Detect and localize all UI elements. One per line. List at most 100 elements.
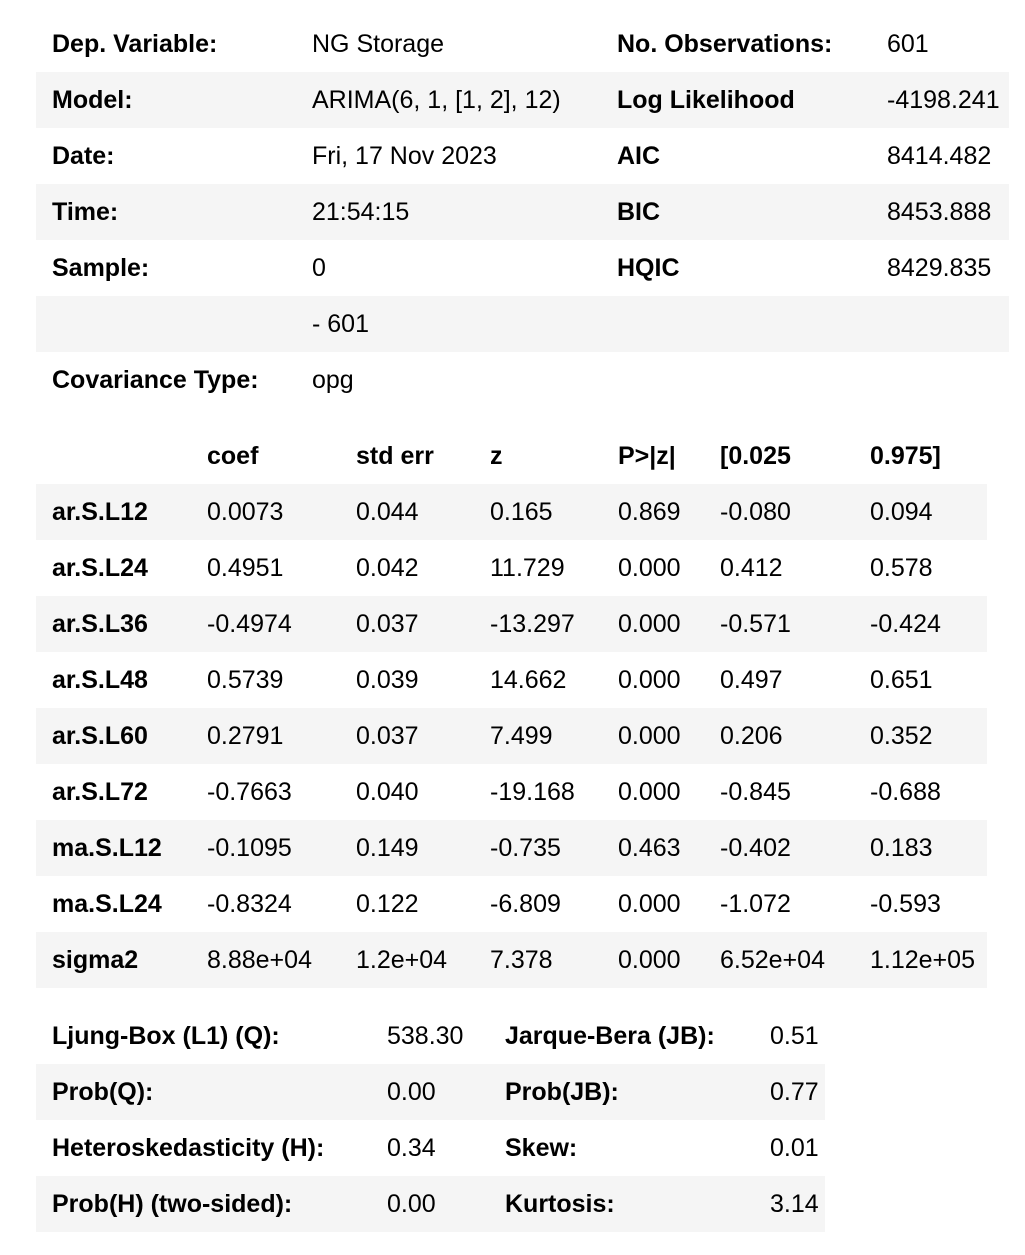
coef-cell: 0.4951 [207,553,284,582]
summary-value: ARIMA(6, 1, [1, 2], 12) [296,72,601,128]
diagnostics-row: Prob(H) (two-sided): 0.00 Kurtosis: 3.14 [36,1176,825,1232]
summary-label: Dep. Variable: [52,29,218,58]
summary-row: Dep. Variable: NG Storage No. Observatio… [36,16,1009,72]
std-err-cell: 0.042 [356,553,419,582]
parameter-name: ar.S.L60 [36,708,191,764]
ci-lower-cell: -0.571 [704,596,854,652]
ci-lower-cell: -0.845 [720,777,791,806]
ci-upper-cell: 0.094 [854,484,987,540]
z-cell: -19.168 [490,777,575,806]
ci-upper-cell: 0.352 [854,708,987,764]
std-err-cell: 0.044 [340,484,474,540]
column-header: P>|z| [618,441,676,470]
summary-row: Date: Fri, 17 Nov 2023 AIC 8414.482 [36,128,1009,184]
ci-lower-cell: -0.080 [704,484,854,540]
summary-label: No. Observations: [617,29,833,58]
summary-label: Date: [52,141,115,170]
diagnostic-label: Skew: [505,1133,578,1162]
summary-row: Time: 21:54:15 BIC 8453.888 [36,184,1009,240]
diagnostic-value: 538.30 [387,1021,464,1050]
diagnostic-value: 0.77 [754,1064,825,1120]
summary-value: Fri, 17 Nov 2023 [312,141,497,170]
summary-value: 21:54:15 [296,184,601,240]
diagnostic-value: 0.00 [371,1176,489,1232]
std-err-cell: 1.2e+04 [340,932,474,988]
p-value-cell: 0.000 [618,777,681,806]
coefficient-row: ar.S.L12 0.0073 0.044 0.165 0.869 -0.080… [36,484,987,540]
parameter-name: ma.S.L12 [36,820,191,876]
p-value-cell: 0.000 [618,889,681,918]
summary-label [36,296,296,352]
coefficient-table: coef std err z P>|z| [0.025 0.975] ar.S.… [36,428,987,988]
coefficient-row: ar.S.L72 -0.7663 0.040 -19.168 0.000 -0.… [36,764,987,820]
std-err-cell: 0.149 [340,820,474,876]
p-value-cell: 0.000 [618,665,681,694]
summary-label: Time: [36,184,296,240]
parameter-name: sigma2 [36,932,191,988]
ci-upper-cell: -0.688 [870,777,941,806]
summary-value: 601 [887,29,929,58]
summary-row: Model: ARIMA(6, 1, [1, 2], 12) Log Likel… [36,72,1009,128]
summary-label: BIC [601,184,871,240]
diagnostics-row: Heteroskedasticity (H): 0.34 Skew: 0.01 [36,1120,825,1176]
z-cell: 0.165 [474,484,602,540]
coef-cell: 8.88e+04 [191,932,340,988]
diagnostic-label: Jarque-Bera (JB): [505,1021,715,1050]
coef-cell: 0.5739 [207,665,284,694]
summary-label [601,352,871,408]
summary-label: Covariance Type: [52,365,259,394]
z-cell: -13.297 [474,596,602,652]
ci-upper-cell: 0.183 [854,820,987,876]
z-cell: 11.729 [490,553,565,582]
std-err-cell: 0.037 [340,596,474,652]
coefficient-row: ar.S.L48 0.5739 0.039 14.662 0.000 0.497… [36,652,987,708]
parameter-name: ar.S.L36 [36,596,191,652]
diagnostic-value: 0.00 [371,1064,489,1120]
summary-label: Log Likelihood [601,72,871,128]
summary-value: 0 [312,253,326,282]
diagnostic-label: Prob(Q): [36,1064,371,1120]
summary-label: HQIC [617,253,680,282]
summary-value [871,352,1009,408]
parameter-name: ar.S.L24 [52,553,148,582]
column-header: 0.975] [870,441,941,470]
diagnostic-value: 3.14 [754,1176,825,1232]
z-cell: 7.499 [474,708,602,764]
coefficient-row: ar.S.L24 0.4951 0.042 11.729 0.000 0.412… [36,540,987,596]
coef-cell: 0.0073 [191,484,340,540]
std-err-cell: 0.040 [356,777,419,806]
summary-label: AIC [617,141,661,170]
z-cell: -6.809 [490,889,561,918]
coef-cell: -0.8324 [207,889,292,918]
diagnostic-value: 0.51 [770,1021,819,1050]
coef-cell: -0.4974 [191,596,340,652]
ci-lower-cell: 0.206 [704,708,854,764]
coefficient-row: ar.S.L60 0.2791 0.037 7.499 0.000 0.206 … [36,708,987,764]
ci-upper-cell: 0.651 [870,665,933,694]
summary-value: -4198.241 [871,72,1009,128]
summary-value: 8429.835 [887,253,992,282]
coefficient-row: ar.S.L36 -0.4974 0.037 -13.297 0.000 -0.… [36,596,987,652]
model-summary-table: Dep. Variable: NG Storage No. Observatio… [36,16,1009,408]
ci-lower-cell: 6.52e+04 [704,932,854,988]
diagnostic-label: Heteroskedasticity (H): [52,1133,325,1162]
column-header: [0.025 [720,441,791,470]
parameter-name: ar.S.L12 [36,484,191,540]
coefficient-row: ma.S.L12 -0.1095 0.149 -0.735 0.463 -0.4… [36,820,987,876]
summary-value: NG Storage [312,29,445,58]
summary-value: - 601 [296,296,601,352]
parameter-name: ma.S.L24 [52,889,162,918]
coefficient-row: sigma2 8.88e+04 1.2e+04 7.378 0.000 6.52… [36,932,987,988]
summary-value: 8453.888 [871,184,1009,240]
z-cell: -0.735 [474,820,602,876]
diagnostic-value: 0.34 [387,1133,436,1162]
summary-label: Model: [36,72,296,128]
p-value-cell: 0.000 [618,553,681,582]
std-err-cell: 0.122 [356,889,419,918]
coef-cell: -0.1095 [191,820,340,876]
ci-lower-cell: 0.497 [720,665,783,694]
column-header: coef [207,441,259,470]
ci-upper-cell: -0.424 [854,596,987,652]
summary-label: Sample: [52,253,150,282]
summary-value [871,296,1009,352]
